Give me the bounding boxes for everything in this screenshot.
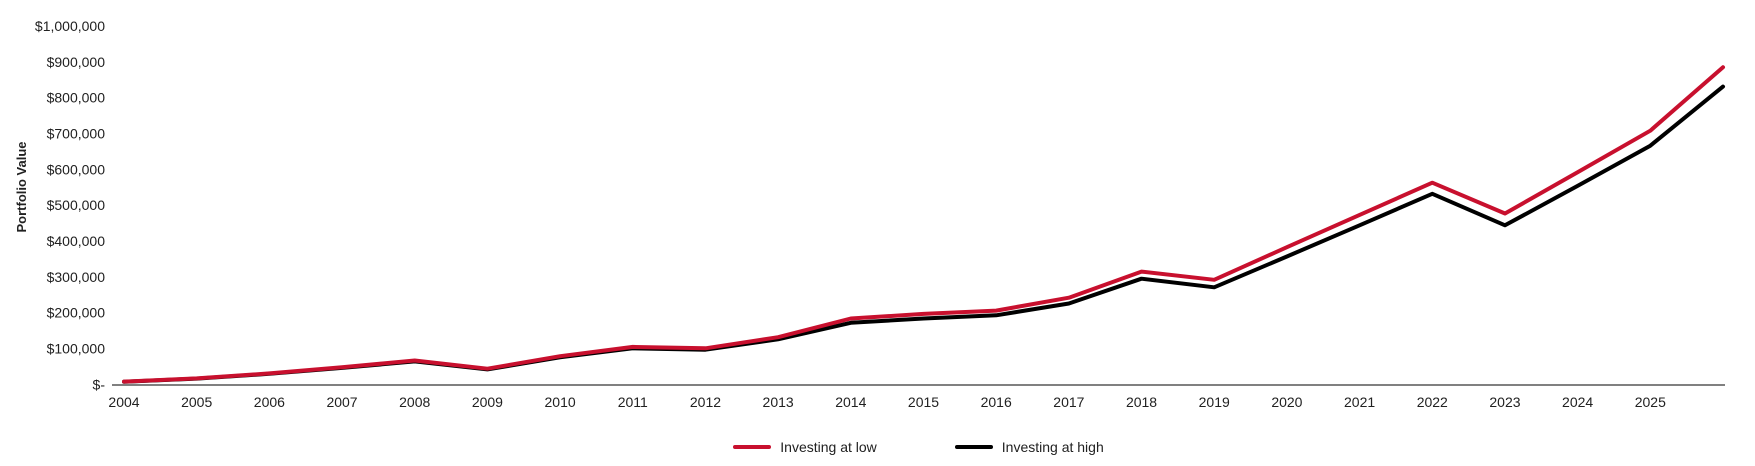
legend-item-investing-at-high: Investing at high xyxy=(954,439,1104,455)
x-axis-tick-label: 2020 xyxy=(1271,394,1302,410)
x-axis-tick-label: 2013 xyxy=(763,394,794,410)
y-axis-tick-label: $500,000 xyxy=(47,197,106,213)
x-axis-tick-label: 2018 xyxy=(1126,394,1157,410)
x-axis-tick-label: 2012 xyxy=(690,394,721,410)
legend-label-investing-at-low: Investing at low xyxy=(780,439,877,455)
y-axis-tick-label: $400,000 xyxy=(47,233,106,249)
x-axis-tick-label: 2016 xyxy=(981,394,1012,410)
x-axis-tick-label: 2015 xyxy=(908,394,939,410)
y-axis-tick-label: $800,000 xyxy=(47,90,106,106)
series-line-investing-at-high xyxy=(122,84,1725,384)
x-axis-tick-label: 2006 xyxy=(254,394,285,410)
y-axis-title: Portfolio Value xyxy=(14,141,29,232)
series-line-investing-at-low xyxy=(122,65,1725,384)
y-axis-tick-label: $900,000 xyxy=(47,54,106,70)
y-axis-tick-label: $700,000 xyxy=(47,125,106,141)
y-axis-tick-label: $300,000 xyxy=(47,269,106,285)
chart-legend: Investing at low Investing at high xyxy=(112,436,1725,458)
y-axis-tick-label: $200,000 xyxy=(47,305,106,321)
legend-swatch-high-icon xyxy=(954,444,993,450)
x-axis-tick-label: 2022 xyxy=(1417,394,1448,410)
y-axis-tick-label: $- xyxy=(93,376,106,392)
x-axis-tick-label: 2023 xyxy=(1489,394,1520,410)
x-axis-tick-label: 2010 xyxy=(545,394,576,410)
y-axis-tick-label: $1,000,000 xyxy=(35,18,105,34)
x-axis-tick-label: 2024 xyxy=(1562,394,1593,410)
x-axis-tick-label: 2008 xyxy=(399,394,430,410)
x-axis-tick-label: 2011 xyxy=(618,394,648,410)
x-axis-tick-label: 2021 xyxy=(1344,394,1375,410)
legend-item-investing-at-low: Investing at low xyxy=(733,439,877,455)
y-axis-tick-label: $600,000 xyxy=(47,161,106,177)
x-axis-tick-label: 2019 xyxy=(1199,394,1230,410)
x-axis-tick-label: 2014 xyxy=(835,394,866,410)
x-axis-tick-label: 2005 xyxy=(181,394,212,410)
y-axis-tick-label: $100,000 xyxy=(47,341,106,357)
x-axis-tick-label: 2007 xyxy=(326,394,357,410)
legend-label-investing-at-high: Investing at high xyxy=(1001,439,1104,455)
x-axis-tick-label: 2017 xyxy=(1053,394,1084,410)
x-axis-tick-label: 2004 xyxy=(108,394,139,410)
legend-swatch-low-icon xyxy=(733,444,772,450)
x-axis-tick-label: 2009 xyxy=(472,394,503,410)
x-axis-tick-label: 2025 xyxy=(1635,394,1666,410)
